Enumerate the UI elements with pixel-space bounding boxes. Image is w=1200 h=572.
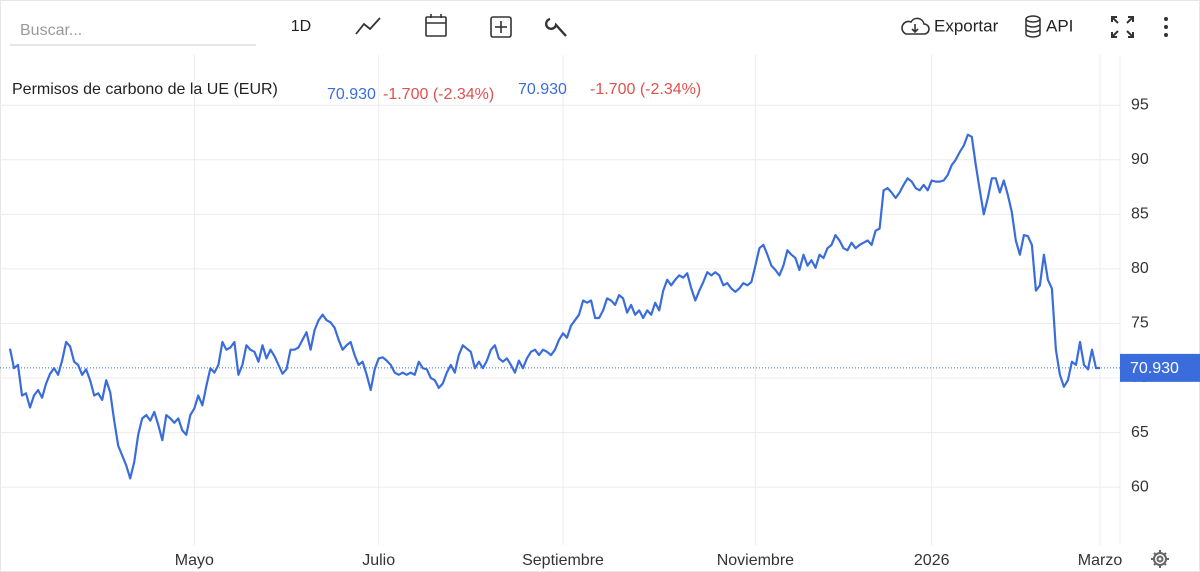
y-tick-label: 60 — [1131, 478, 1149, 495]
last-price-tag — [1120, 353, 1200, 382]
x-tick-label: Mayo — [175, 552, 214, 569]
compare-button[interactable] — [490, 16, 512, 38]
y-tick-label: 65 — [1131, 424, 1149, 441]
chart-title: Permisos de carbono de la UE (EUR) — [12, 81, 278, 98]
y-tick-label: 90 — [1131, 151, 1149, 168]
plot-area: 6065707580859095MayoJulioSeptiembreNovie… — [0, 55, 1200, 569]
search-box[interactable]: Buscar... — [20, 22, 82, 39]
price-change: -1.700 (-2.34%) — [383, 86, 494, 103]
interval-button[interactable]: 1D — [291, 18, 311, 35]
menu-button[interactable] — [1164, 17, 1168, 37]
last-price: 70.930 — [518, 81, 567, 98]
x-axis: Mayo Julio Septiembre Noviembre 2026 Marzo — [175, 552, 1123, 569]
x-tick-label: Septiembre — [522, 552, 604, 569]
x-tick-label: Julio — [362, 552, 395, 569]
y-tick-label: 95 — [1131, 96, 1149, 113]
price-line — [8, 133, 1101, 480]
y-tick-label: 85 — [1131, 206, 1149, 223]
chart-type-button[interactable] — [355, 17, 381, 35]
last-price: 70.930 — [327, 86, 376, 103]
export-icon[interactable] — [901, 17, 930, 35]
calendar-button[interactable] — [425, 14, 447, 37]
price-change: -1.700 (-2.34%) — [590, 81, 701, 98]
api-icon[interactable] — [1025, 15, 1041, 38]
x-tick-label: Marzo — [1078, 552, 1123, 569]
x-tick-label: Noviembre — [717, 552, 794, 569]
fullscreen-button[interactable] — [1111, 16, 1134, 38]
last-price-tag-label: 70.930 — [1130, 360, 1179, 377]
x-tick-label: 2026 — [914, 552, 950, 569]
settings-tool-button[interactable] — [544, 17, 567, 37]
api-button[interactable]: API — [1046, 16, 1073, 35]
export-button[interactable]: Exportar — [934, 16, 999, 35]
settings-gear[interactable] — [1151, 550, 1169, 568]
y-tick-label: 75 — [1131, 315, 1149, 332]
y-tick-label: 80 — [1131, 260, 1149, 277]
